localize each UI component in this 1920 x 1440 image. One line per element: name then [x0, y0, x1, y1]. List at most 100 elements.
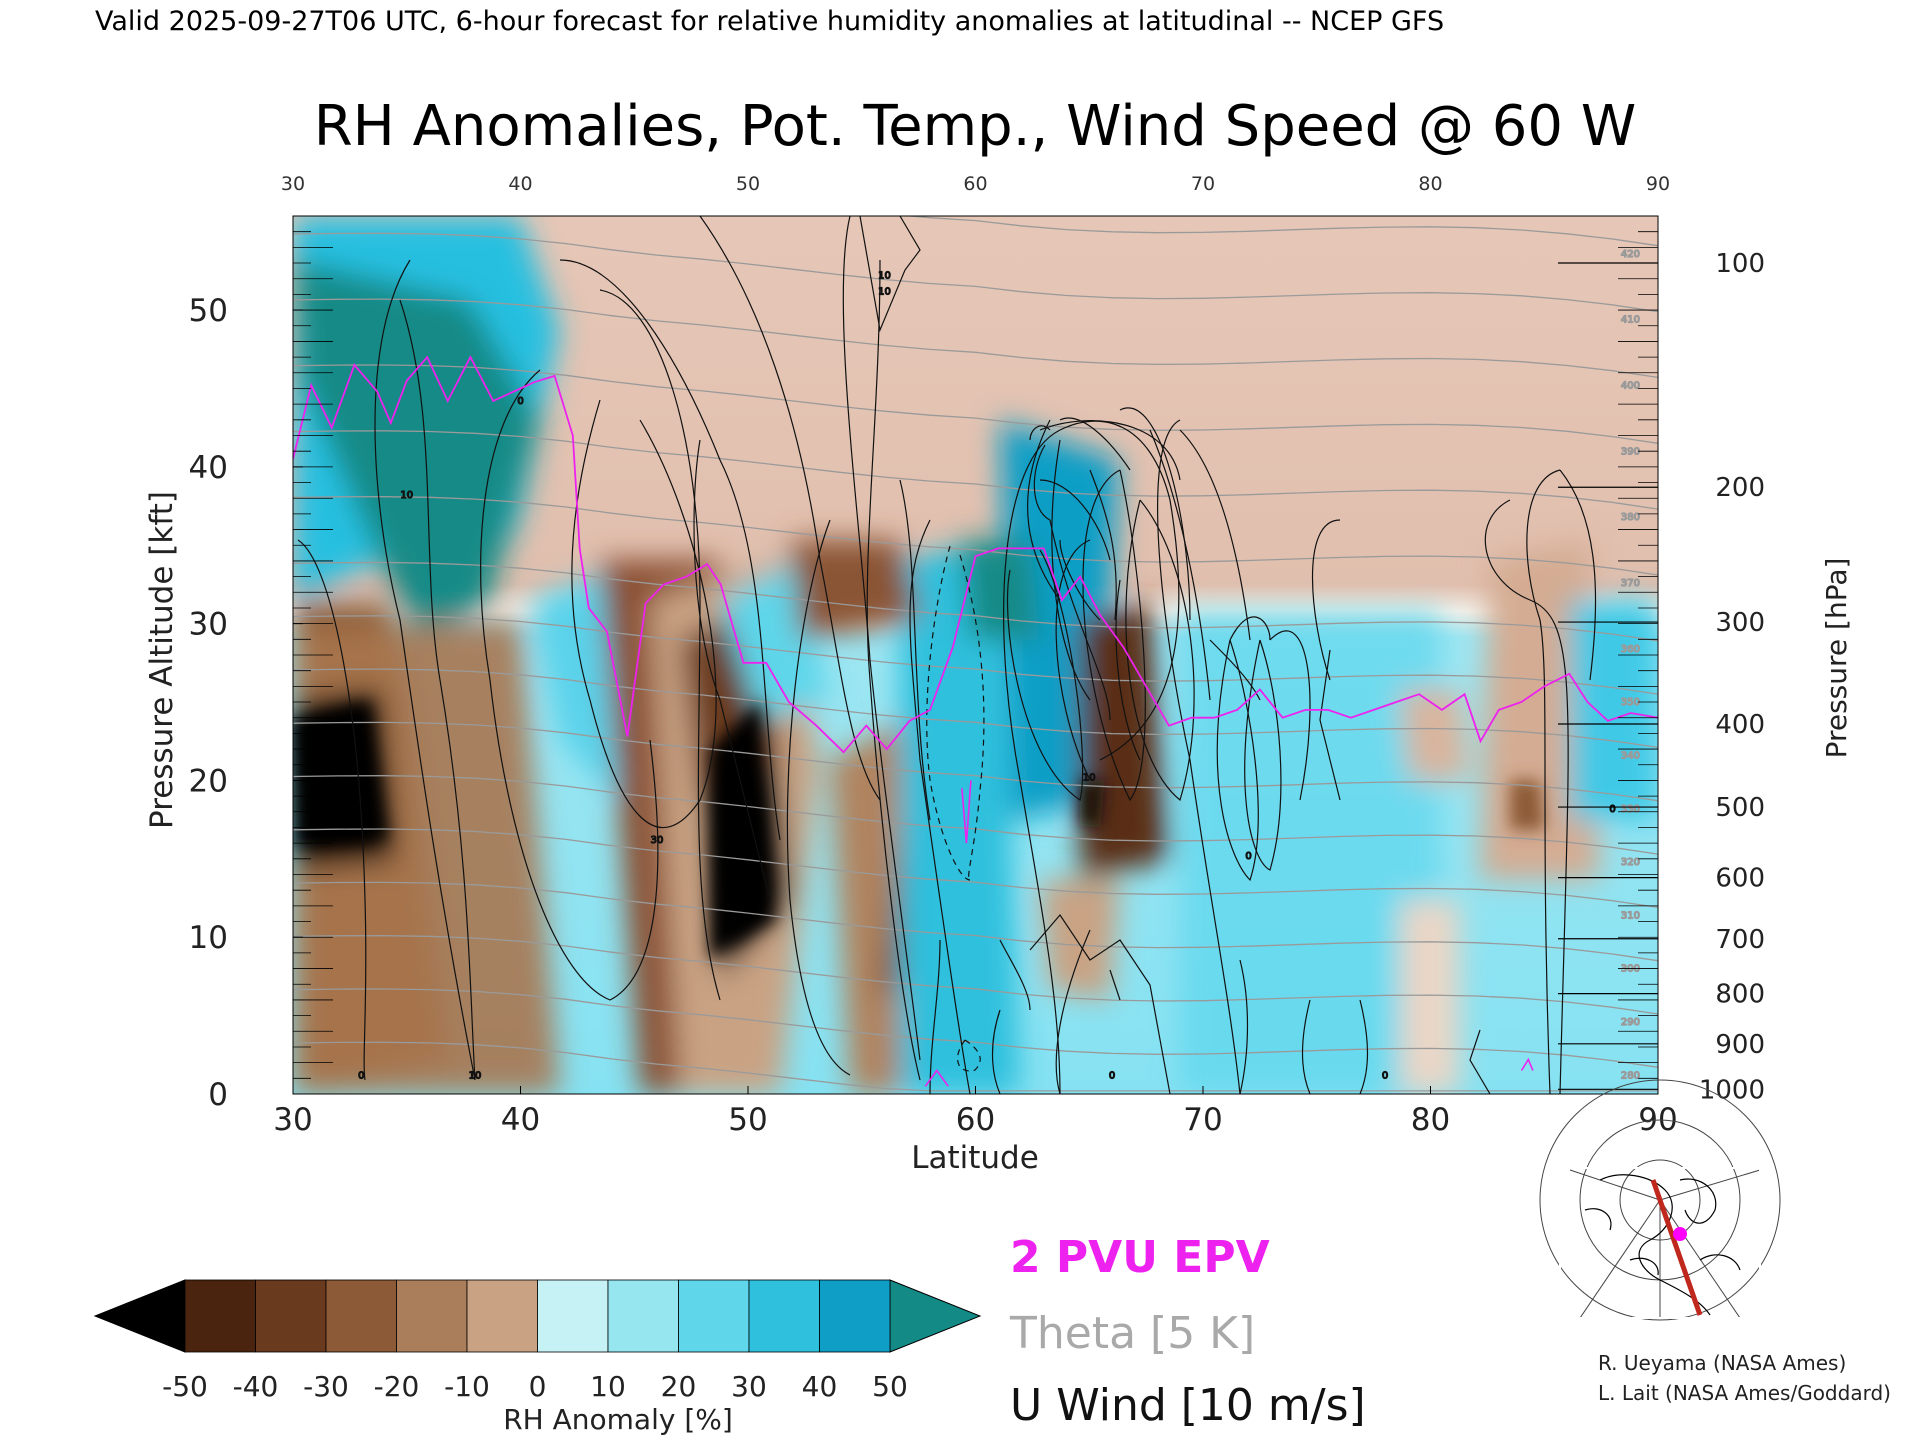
u-wind-contour [1055, 539, 1091, 781]
theta-label: 350 [1621, 697, 1640, 708]
colorbar-tick-label: -30 [303, 1370, 349, 1403]
rh-anomaly-patch [293, 260, 540, 640]
theta-contour [293, 430, 1658, 510]
legend-u-wind: U Wind [10 m/s] [1010, 1380, 1366, 1431]
u-wind-contour [1484, 499, 1569, 1094]
u-wind-contour [1059, 539, 1101, 621]
theta-label: 290 [1621, 1017, 1640, 1028]
u-wind-contour [599, 289, 721, 1001]
epv-2pvu-feature [924, 1069, 949, 1087]
colorbar-under-arrow [93, 1279, 186, 1353]
u-wind-contour [909, 519, 971, 1094]
theta-contour [293, 496, 1658, 576]
u-wind-label: 10 [469, 1070, 482, 1081]
colorbar-bin [184, 1279, 256, 1353]
top-tick-label: 30 [281, 173, 305, 195]
rh-anomaly-core [710, 700, 775, 960]
colorbar-bin [819, 1279, 891, 1353]
pressure-tick-label: 100 [1715, 249, 1765, 279]
x-tick-label: 30 [273, 1102, 312, 1138]
u-wind-contour [1027, 419, 1061, 601]
u-wind-contour [1006, 549, 1084, 801]
top-tick-label: 40 [508, 173, 532, 195]
u-wind-contour [929, 939, 941, 1094]
u-wind-contour [399, 299, 476, 1081]
colorbar-tick-label: -10 [444, 1370, 490, 1403]
u-wind-contour [1559, 469, 1597, 681]
pressure-tick-label: 1000 [1699, 1075, 1765, 1105]
theta-label: 280 [1621, 1070, 1640, 1081]
rh-anomaly-patch [1400, 900, 1460, 1094]
u-wind-contour [693, 439, 771, 901]
u-wind-contour [1115, 579, 1141, 761]
rh-anomaly-patch [1040, 880, 1120, 1000]
theta-contour [293, 721, 1658, 802]
u-wind-contour [1082, 469, 1146, 802]
theta-contours: 2702802903003103203303403503603703803904… [293, 216, 1658, 1092]
u-wind-label: 0 [1382, 1070, 1388, 1081]
u-wind-contour [297, 539, 367, 1081]
colorbar-label: RH Anomaly [%] [503, 1403, 733, 1436]
pressure-tick-label: 200 [1715, 473, 1765, 503]
legend-theta: Theta [5 K] [1009, 1308, 1255, 1359]
u-wind-contour [1039, 479, 1111, 561]
u-wind-label: 0 [517, 396, 523, 407]
credit-line-2: L. Lait (NASA Ames/Goddard) [1598, 1381, 1891, 1405]
u-wind-contour [1149, 429, 1211, 701]
u-wind-label: 0 [1245, 851, 1251, 862]
y-tick-label: 0 [208, 1077, 228, 1113]
colorbar-bin [325, 1279, 397, 1353]
colorbar-bin [607, 1279, 679, 1353]
theta-contour [293, 561, 1658, 642]
x-tick-label: 80 [1411, 1102, 1450, 1138]
u-wind-contour [786, 519, 851, 1076]
top-tick-label: 90 [1646, 173, 1670, 195]
theta-contour [293, 668, 1658, 749]
pressure-tick-label: 700 [1715, 925, 1765, 955]
epv-2pvu-feature [1520, 1057, 1534, 1071]
theta-label: 370 [1621, 578, 1640, 589]
u-wind-contour [1269, 630, 1311, 801]
u-wind-contour [1239, 959, 1249, 1094]
u-wind-contour [1055, 929, 1091, 1094]
theta-label: 420 [1621, 249, 1640, 260]
colorbar-tick-label: 30 [731, 1370, 767, 1403]
top-tick-label: 80 [1418, 173, 1442, 195]
map-section-line [1650, 1179, 1703, 1316]
epv-2pvu-small-features [924, 780, 1534, 1087]
y-tick-label: 30 [189, 607, 228, 643]
theta-label: 330 [1621, 804, 1640, 815]
u-wind-contour [571, 399, 717, 829]
x-tick-label: 70 [1183, 1102, 1222, 1138]
u-wind-contour [1319, 649, 1341, 801]
u-wind-contour [699, 216, 881, 801]
top-tick-label: 50 [736, 173, 760, 195]
theta-contour [293, 935, 1658, 1015]
theta-label: 380 [1621, 512, 1640, 523]
rh-anomaly-core [1510, 780, 1545, 830]
u-wind-label: 10 [878, 286, 891, 297]
theta-contour [293, 232, 1658, 313]
colorbar-tick-label: 10 [590, 1370, 626, 1403]
pressure-tick-label: 900 [1715, 1030, 1765, 1060]
u-wind-contour [842, 216, 921, 1061]
rh-anomaly-patch [1400, 690, 1470, 780]
u-wind-contour [1089, 469, 1117, 621]
u-wind-contour [1119, 407, 1191, 621]
rh-anomaly-field: 2702802903003103203303403503603703803904… [293, 216, 1658, 1094]
epv-2pvu-line [293, 355, 1658, 754]
u-wind-contour [1029, 914, 1171, 1094]
theta-label: 310 [1621, 910, 1640, 921]
x-axis-label: Latitude [911, 1140, 1039, 1176]
u-wind-contour [999, 939, 1031, 1011]
pressure-tick-label: 500 [1715, 793, 1765, 823]
y-tick-label: 50 [189, 293, 228, 329]
pressure-tick-label: 400 [1715, 710, 1765, 740]
x-tick-label: 40 [501, 1102, 540, 1138]
u-wind-contour [1229, 616, 1271, 641]
credit-line-1: R. Ueyama (NASA Ames) [1598, 1351, 1846, 1375]
u-wind-contours: 0 10 0 10 30 10 10 10 0 0 0 0 [297, 216, 1616, 1094]
u-wind-contour [1029, 425, 1051, 441]
u-wind-negative-contour [957, 1039, 981, 1072]
u-wind-contour [1157, 419, 1241, 1094]
